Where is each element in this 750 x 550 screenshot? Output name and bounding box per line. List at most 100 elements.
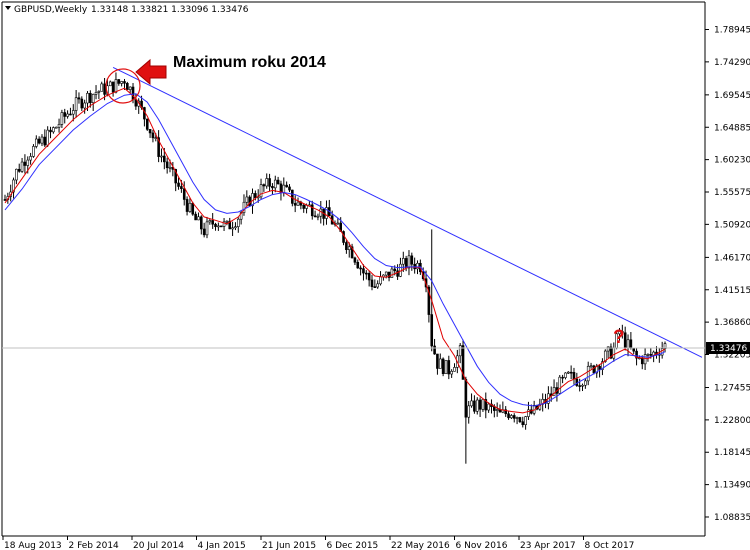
candle-body [225, 220, 229, 223]
time-tick-label: 6 Nov 2016 [456, 541, 508, 550]
candle-body [336, 222, 340, 225]
candle-body [12, 179, 15, 193]
candle-body [214, 223, 217, 227]
candle-body [581, 384, 584, 387]
candle-body [660, 348, 664, 356]
price-tick-label: 1.41515 [714, 286, 750, 296]
candle-body [26, 159, 30, 166]
candle-body [646, 354, 650, 356]
price-tick-label: 1.13490 [714, 481, 750, 491]
candle-body [640, 357, 644, 365]
price-axis: 1.78945 1.74290 1.69545 1.64885 1.60230 1.555… [705, 25, 750, 523]
candle-body [316, 215, 320, 218]
time-tick-label: 21 Jun 2015 [262, 541, 316, 550]
candle-body [134, 99, 138, 107]
candle-body [234, 226, 237, 229]
candle-body [487, 403, 490, 411]
candle-body [17, 168, 21, 172]
candle-body [387, 271, 391, 278]
candle-body [450, 371, 453, 375]
candle-body [268, 178, 271, 187]
candle-body [310, 204, 314, 217]
candle-body [643, 354, 647, 365]
candle-body [126, 83, 129, 90]
candle-body [592, 365, 596, 374]
time-tick-label: 6 Dec 2015 [327, 541, 379, 550]
candle-body [71, 110, 75, 115]
candle-body [157, 137, 160, 157]
time-tick-label: 4 Jan 2015 [198, 541, 246, 550]
candle-body [288, 186, 291, 191]
candle-body [444, 360, 448, 375]
price-tick-label: 1.18145 [714, 448, 750, 458]
annotation-text: Maximum roku 2014 [173, 54, 326, 71]
candle-body [20, 161, 24, 172]
candle-body [390, 268, 394, 278]
candle-body [430, 314, 434, 347]
current-price-box [706, 342, 750, 354]
candle-body [120, 81, 123, 84]
candle-body [282, 184, 286, 194]
candle-body [296, 201, 300, 206]
candle-body [259, 184, 263, 198]
candle-body [66, 113, 69, 117]
candle-body [43, 136, 47, 146]
price-tick-label: 1.08835 [714, 513, 750, 523]
candle-body [510, 415, 513, 419]
candle-body [504, 409, 508, 415]
candle-body [248, 196, 251, 207]
candle-body [512, 415, 516, 419]
candle-body [236, 218, 240, 227]
candle-body [635, 350, 638, 359]
candle-body [362, 268, 365, 274]
candle-body [131, 86, 135, 101]
candle-body [194, 213, 197, 221]
candle-body [518, 417, 522, 422]
red-arrow-icon [135, 58, 167, 86]
candle-body [515, 417, 519, 419]
candle-body [23, 161, 27, 166]
time-tick-label: 23 Apr 2017 [520, 541, 576, 550]
candle-body [367, 273, 371, 281]
price-tick-label: 1.32205 [714, 350, 750, 360]
candle-body [182, 188, 186, 200]
time-tick-label: 18 Aug 2013 [4, 541, 62, 550]
candle-body [379, 276, 382, 285]
candle-body [211, 220, 214, 225]
candle-body [245, 196, 249, 203]
candle-body [302, 204, 306, 209]
candle-body [91, 94, 95, 104]
candle-body [74, 97, 78, 111]
candle-body [276, 179, 280, 185]
candle-body [649, 354, 653, 356]
candle-body [373, 286, 377, 288]
candle-body [347, 246, 351, 251]
candle-body [108, 81, 112, 87]
current-price-label: 1.33476 [710, 344, 747, 354]
chart-symbol-label: GBPUSD,Weekly [14, 5, 88, 15]
price-tick-label: 1.27455 [714, 384, 750, 394]
price-tick-label: 1.64885 [714, 123, 750, 133]
candle-body [29, 156, 32, 161]
candle-body [572, 372, 576, 380]
price-tick-label: 1.50920 [714, 220, 750, 230]
candle-body [3, 199, 7, 201]
plot-area [3, 66, 703, 464]
candle-body [222, 221, 226, 227]
candle-body [111, 81, 115, 93]
price-tick-label: 1.22800 [714, 416, 750, 426]
candle-body [77, 97, 81, 100]
candle-body [163, 155, 166, 163]
candle-body [32, 146, 35, 157]
candle-body [40, 136, 44, 144]
candle-body [117, 79, 121, 84]
candle-body [60, 112, 64, 125]
candle-body [353, 257, 357, 263]
candle-body [325, 207, 328, 219]
candle-body [273, 179, 277, 189]
candle-body [458, 345, 462, 357]
dropdown-triangle-icon[interactable] [5, 6, 11, 10]
candle-body [52, 127, 55, 133]
